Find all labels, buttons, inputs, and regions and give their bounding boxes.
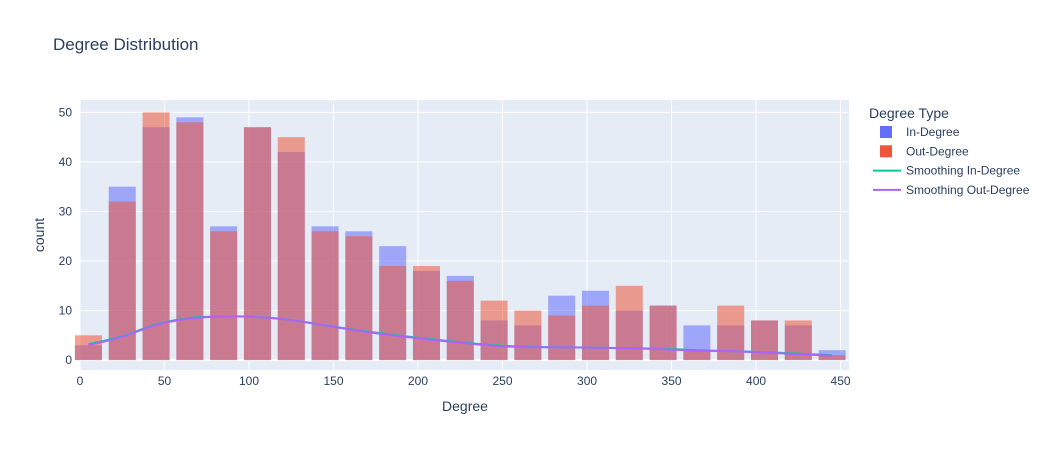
bar-out-degree[interactable] (379, 265, 407, 361)
x-tick-label: 100 (239, 374, 259, 388)
bar-out-degree[interactable] (345, 236, 373, 361)
y-tick-label: 20 (59, 254, 73, 268)
y-tick-label: 50 (59, 105, 73, 119)
bar-out-degree[interactable] (277, 137, 305, 361)
bar-out-degree[interactable] (243, 127, 271, 361)
bar-out-degree[interactable] (311, 231, 339, 361)
bar-out-degree[interactable] (446, 280, 474, 361)
legend-label-smoothing-in-degree[interactable]: Smoothing In-Degree (906, 164, 1020, 178)
bars-group[interactable] (74, 112, 846, 361)
x-tick-label: 200 (408, 374, 428, 388)
x-tick-label: 300 (577, 374, 597, 388)
bar-out-degree[interactable] (514, 310, 542, 361)
bar-out-degree[interactable] (142, 112, 170, 361)
x-tick-label: 150 (324, 374, 344, 388)
bar-out-degree[interactable] (210, 231, 238, 361)
x-tick-label: 350 (662, 374, 682, 388)
y-tick-label: 10 (59, 304, 73, 318)
bar-out-degree[interactable] (548, 315, 576, 361)
line-smoothing-out-degree[interactable] (88, 315, 833, 357)
legend-swatch-in-degree[interactable] (880, 126, 892, 138)
x-tick-label: 400 (746, 374, 766, 388)
bar-out-degree[interactable] (74, 335, 102, 361)
y-tick-label: 30 (59, 204, 73, 218)
bar-out-degree[interactable] (683, 350, 711, 361)
legend-label-smoothing-out-degree[interactable]: Smoothing Out-Degree (906, 183, 1030, 197)
bar-out-degree[interactable] (176, 122, 204, 361)
legend-label-in-degree[interactable]: In-Degree (906, 125, 960, 139)
bar-out-degree[interactable] (480, 300, 508, 361)
bar-out-degree[interactable] (581, 305, 610, 361)
x-axis-ticks: 0 50 100 150 200 250 300 350 400 450 (77, 374, 851, 388)
bar-out-degree[interactable] (649, 305, 677, 361)
y-axis-title: count (31, 218, 47, 252)
x-axis-title: Degree (442, 398, 488, 414)
x-tick-label: 0 (77, 374, 84, 388)
bar-out-degree[interactable] (412, 265, 440, 361)
y-axis-ticks: 0 10 20 30 40 50 (59, 105, 73, 367)
bar-out-degree[interactable] (750, 320, 779, 361)
x-tick-label: 250 (493, 374, 513, 388)
chart-title: Degree Distribution (53, 35, 199, 54)
bar-out-degree[interactable] (818, 355, 846, 361)
legend-label-out-degree[interactable]: Out-Degree (906, 144, 969, 158)
legend-title: Degree Type (869, 105, 949, 121)
x-tick-label: 50 (158, 374, 172, 388)
smoothing-lines-group[interactable] (88, 315, 833, 357)
legend-swatch-out-degree[interactable] (880, 145, 892, 158)
legend[interactable]: Degree Type In-Degree Out-Degree Smoothing… (869, 105, 1030, 197)
y-tick-label: 40 (59, 155, 73, 169)
x-tick-label: 450 (831, 374, 851, 388)
y-tick-label: 0 (65, 353, 72, 367)
